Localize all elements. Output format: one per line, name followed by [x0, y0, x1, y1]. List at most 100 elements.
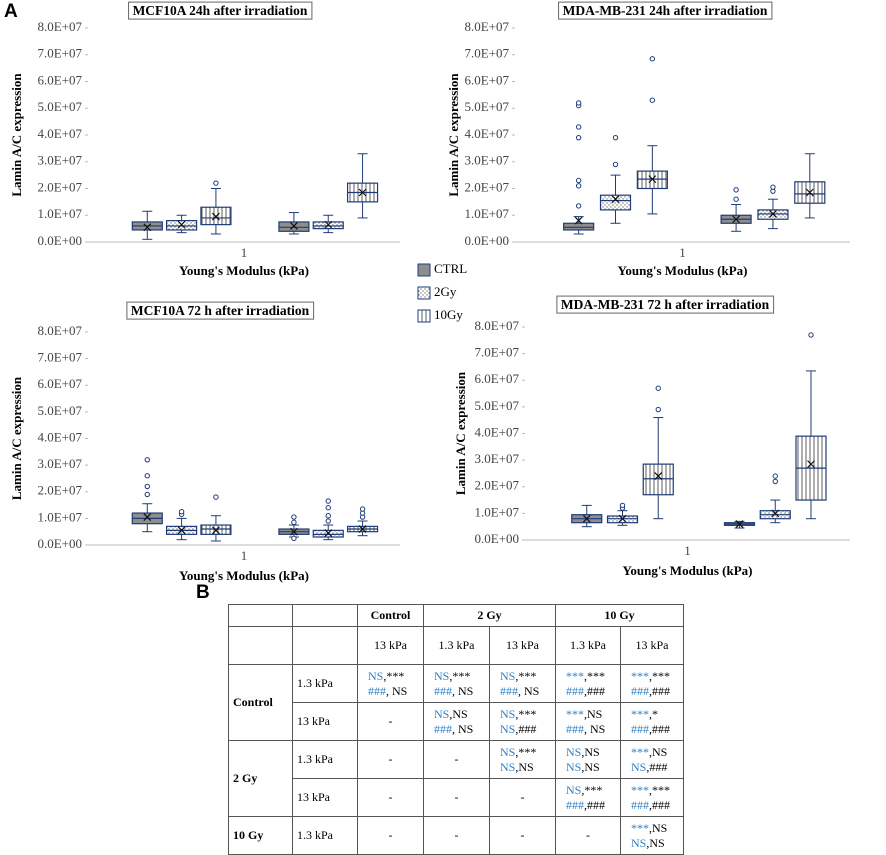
result-line: ###, NS	[434, 722, 485, 737]
outlier	[291, 514, 297, 520]
result-cell: ***,NS ###, NS	[555, 702, 621, 741]
row-group: 2 Gy	[228, 740, 293, 817]
table-row: 2 Gy 1.3 kPa - - NS,*** NS,NS NS,NS NS,NS ***,NS…	[228, 740, 684, 817]
y-tick-label: 7.0E+07	[37, 350, 82, 365]
y-axis-title: Lamin A/C expression	[446, 73, 461, 197]
outlier	[325, 513, 331, 519]
test-a: ***	[631, 820, 649, 835]
y-tick-label: 1.0E+07	[474, 504, 519, 519]
test-b: ,###	[515, 721, 537, 736]
legend-swatch	[417, 286, 431, 300]
outlier	[619, 502, 626, 509]
kpa-cell: 13 kPa	[292, 702, 358, 741]
result-line: NS,NS	[566, 760, 616, 775]
title-frame	[128, 1, 313, 20]
mean-marker	[211, 212, 220, 221]
test-b: ,NS	[581, 744, 600, 759]
outlier	[359, 506, 366, 512]
outlier	[612, 161, 619, 168]
test-a: ###	[566, 683, 584, 698]
outlier	[178, 509, 185, 515]
title-frame	[558, 1, 773, 20]
box	[642, 463, 674, 496]
mean-marker	[805, 188, 814, 197]
test-a: ###	[434, 683, 452, 698]
legend-swatch	[417, 263, 431, 277]
chart-title: MCF10A 24h after irradiation	[133, 3, 308, 18]
kpa-cell: 1.3 kPa	[292, 816, 358, 855]
test-b: ,***	[581, 782, 603, 797]
result-cell: ***,NS NS,NS	[620, 816, 684, 855]
result-cell: NS,*** NS,###	[489, 702, 556, 741]
outlier	[213, 180, 219, 186]
mean-marker	[143, 223, 152, 232]
y-tick-label: 8.0E+07	[464, 19, 509, 34]
result-line: NS,NS	[500, 760, 551, 775]
mean-marker	[358, 525, 367, 533]
mean-marker	[143, 513, 152, 521]
y-tick-label: 3.0E+07	[464, 153, 509, 168]
mean-marker	[771, 509, 780, 518]
test-b: ,***	[584, 668, 605, 683]
mean-marker	[324, 220, 333, 229]
y-tick-label: 5.0E+07	[464, 99, 509, 114]
empty-cell: -	[357, 702, 424, 741]
y-tick-label: 5.0E+07	[474, 398, 519, 413]
outlier	[325, 505, 331, 511]
result-line: ***,***	[566, 669, 616, 684]
outlier	[612, 134, 619, 141]
result-line: NS,NS	[434, 707, 485, 722]
y-tick-label: 6.0E+07	[474, 371, 519, 386]
test-a: ###	[500, 683, 518, 698]
result-line: ***,*	[631, 707, 679, 722]
y-tick-label: 1.0E+07	[37, 206, 82, 221]
y-tick-label: 7.0E+07	[464, 46, 509, 61]
empty-cell: -	[489, 816, 556, 855]
y-tick-label: 0.0E+00	[37, 233, 82, 248]
header-cell: 2 Gy	[423, 604, 556, 627]
outlier	[325, 518, 331, 524]
mean-marker	[358, 188, 367, 197]
header-cell	[228, 626, 293, 665]
result-cell: NS,*** ###, NS	[423, 664, 490, 703]
test-b: ,NS	[449, 706, 468, 721]
outlier	[808, 332, 814, 338]
test-a: NS	[500, 668, 516, 683]
test-a: NS	[566, 782, 582, 797]
mean-marker	[177, 526, 186, 535]
x-tick-label: 1	[684, 543, 691, 558]
result-line: ###, NS	[434, 684, 485, 699]
y-tick-label: 4.0E+07	[37, 429, 82, 444]
result-cell: ***,*** ###,###	[620, 664, 684, 703]
y-axis-title: Lamin A/C expression	[9, 73, 24, 197]
result-line: NS,***	[500, 669, 551, 684]
x-axis-title: Young's Modulus (kPa)	[179, 263, 309, 278]
y-tick-label: 2.0E+07	[37, 483, 82, 498]
outlier	[213, 494, 219, 500]
test-b: ,###	[584, 797, 605, 812]
test-b: ,NS	[646, 835, 665, 850]
test-b: , NS	[584, 721, 606, 736]
x-tick-label: 1	[679, 245, 686, 260]
y-tick-label: 8.0E+07	[37, 323, 82, 338]
y-tick-label: 4.0E+07	[37, 126, 82, 141]
result-line: ###,###	[631, 722, 679, 737]
mean-marker	[574, 216, 583, 225]
mean-marker	[769, 209, 777, 218]
result-cell: ***,* ###,###	[620, 702, 684, 741]
outlier	[575, 124, 582, 130]
y-tick-label: 2.0E+07	[474, 478, 519, 493]
mean-marker	[582, 514, 591, 523]
legend-label: 2Gy	[434, 284, 457, 299]
mean-marker	[289, 222, 298, 230]
table-row: Control 1.3 kPa NS,*** ###, NS NS,*** ###, NS…	[228, 664, 684, 741]
test-a: ***	[566, 668, 584, 683]
y-tick-label: 6.0E+07	[464, 72, 509, 87]
test-b: ,***	[649, 782, 670, 797]
result-line: ###,###	[631, 798, 679, 813]
outlier	[144, 457, 150, 463]
header-cell	[228, 604, 293, 627]
result-line: NS,NS	[566, 745, 616, 760]
empty-cell: -	[555, 816, 621, 855]
header-cell: 13 kPa	[489, 626, 556, 665]
